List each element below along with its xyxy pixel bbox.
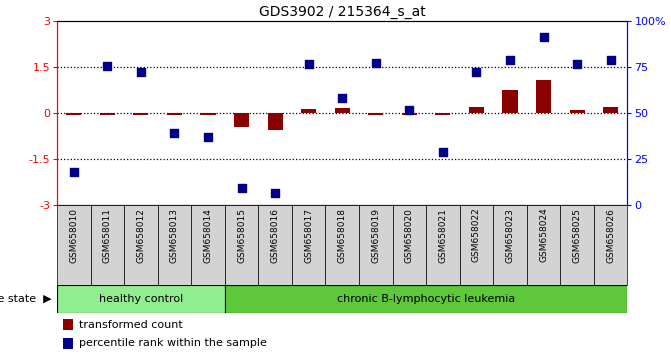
Text: chronic B-lymphocytic leukemia: chronic B-lymphocytic leukemia [337,294,515,304]
Point [236,185,247,191]
Bar [527,205,560,285]
Text: GSM658016: GSM658016 [270,208,280,263]
Bar [63,319,73,330]
Bar [225,205,258,285]
Text: GSM658023: GSM658023 [505,208,515,263]
Point [136,69,146,75]
Bar [460,205,493,285]
Bar [493,205,527,285]
Text: GSM658019: GSM658019 [371,208,380,263]
Bar [359,205,393,285]
Point [68,169,79,175]
Text: GSM658013: GSM658013 [170,208,179,263]
Text: GSM658012: GSM658012 [136,208,146,263]
Bar [66,113,81,115]
Point [605,57,616,62]
Bar [191,205,225,285]
Bar [603,107,618,113]
Bar [435,113,450,115]
Bar [167,113,182,115]
Point [471,69,482,75]
Point [538,34,549,39]
Text: GSM658026: GSM658026 [606,208,615,263]
Bar [100,113,115,115]
Bar [335,108,350,113]
Bar [368,113,383,115]
Bar [63,338,73,349]
Bar [536,80,551,113]
Bar [301,109,316,113]
Bar [426,205,460,285]
Point [572,61,582,67]
Bar [91,205,124,285]
Point [337,95,348,101]
Text: GSM658018: GSM658018 [338,208,347,263]
Title: GDS3902 / 215364_s_at: GDS3902 / 215364_s_at [259,5,425,19]
Bar [258,205,292,285]
Bar [134,113,148,115]
Point [303,61,314,67]
Text: percentile rank within the sample: percentile rank within the sample [79,338,266,348]
Bar [469,107,484,113]
Text: GSM658022: GSM658022 [472,208,481,262]
Text: disease state  ▶: disease state ▶ [0,294,52,304]
Text: transformed count: transformed count [79,320,183,330]
Bar [570,110,584,113]
Bar [393,205,426,285]
Bar [268,113,282,130]
Text: healthy control: healthy control [99,294,183,304]
Bar [57,285,225,313]
Bar [325,205,359,285]
Text: GSM658015: GSM658015 [237,208,246,263]
Point [437,149,448,154]
Text: GSM658014: GSM658014 [203,208,213,263]
Point [203,135,213,140]
Point [404,107,415,113]
Bar [503,90,517,113]
Bar [124,205,158,285]
Point [370,60,381,65]
Text: GSM658011: GSM658011 [103,208,112,263]
Bar [225,285,627,313]
Point [169,130,180,136]
Bar [201,113,215,115]
Bar [57,205,91,285]
Point [270,190,280,196]
Text: GSM658020: GSM658020 [405,208,414,263]
Bar [402,113,417,115]
Bar [234,113,249,127]
Bar [594,205,627,285]
Text: GSM658010: GSM658010 [69,208,79,263]
Text: GSM658017: GSM658017 [304,208,313,263]
Text: GSM658024: GSM658024 [539,208,548,262]
Text: GSM658025: GSM658025 [572,208,582,263]
Text: GSM658021: GSM658021 [438,208,448,263]
Point [102,63,113,69]
Bar [158,205,191,285]
Point [505,57,515,62]
Bar [292,205,325,285]
Bar [560,205,594,285]
